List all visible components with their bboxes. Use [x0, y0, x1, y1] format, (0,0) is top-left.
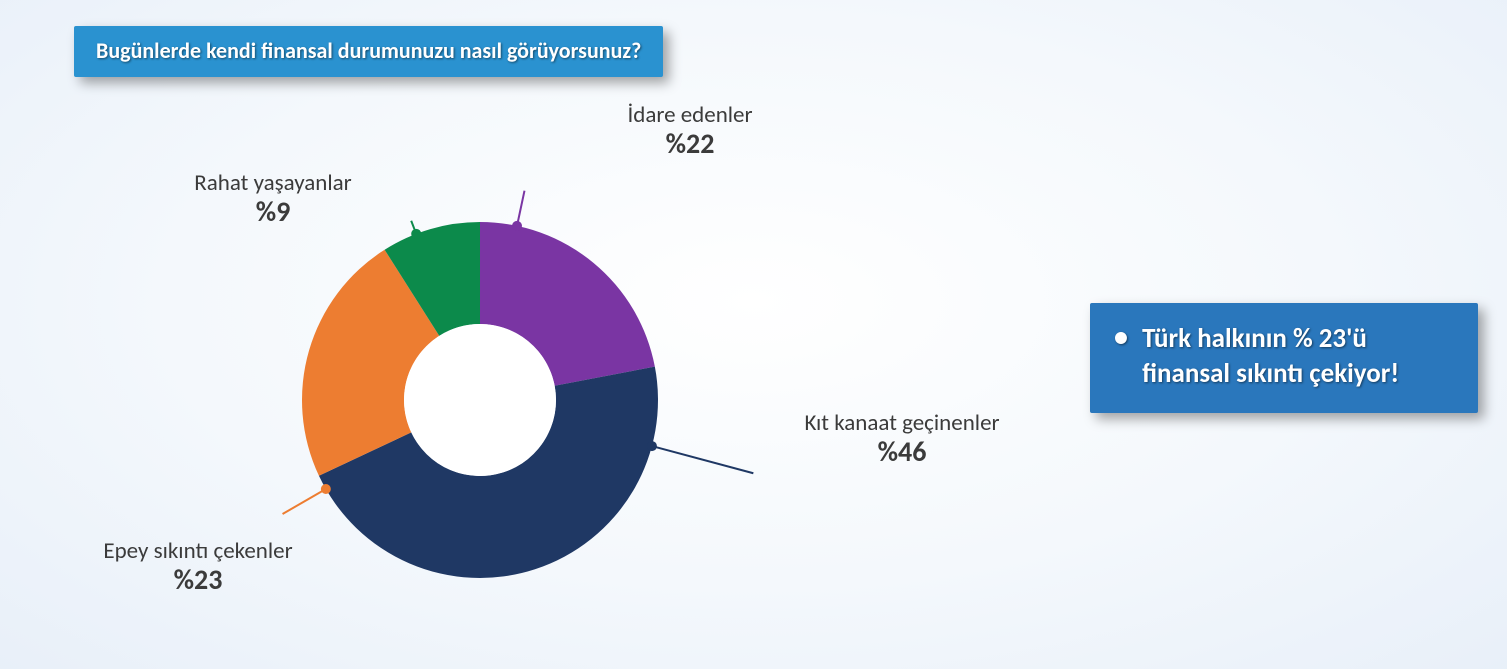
slice-label: Kıt kanaat geçinenler%46 [792, 410, 1012, 469]
slice-label-name: Epey sıkıntı çekenler [98, 538, 298, 564]
leader-dot [411, 229, 421, 239]
slice-label-pct: %46 [792, 436, 1012, 468]
leader-dot [647, 441, 657, 451]
question-title-text: Bugünlerde kendi finansal durumunuzu nas… [96, 37, 641, 64]
donut-hole [404, 324, 556, 476]
leader-dot [512, 221, 522, 231]
leader-line [517, 191, 524, 226]
slice-label: Epey sıkıntı çekenler%23 [98, 538, 298, 597]
slice-label: İdare edenler%22 [590, 102, 790, 161]
slice-label-name: Kıt kanaat geçinenler [792, 410, 1012, 436]
callout-box: • Türk halkının % 23'ü finansal sıkıntı … [1090, 303, 1478, 413]
slice-label-pct: %9 [168, 196, 378, 228]
slice-label-name: İdare edenler [590, 102, 790, 128]
donut-chart: İdare edenler%22Kıt kanaat geçinenler%46… [80, 120, 980, 650]
leader-dot [321, 484, 331, 494]
callout-text: Türk halkının % 23'ü finansal sıkıntı çe… [1142, 321, 1442, 391]
slice-label: Rahat yaşayanlar%9 [168, 170, 378, 229]
slice-label-name: Rahat yaşayanlar [168, 170, 378, 196]
leader-line [652, 446, 753, 473]
slice-label-pct: %22 [590, 128, 790, 160]
question-title: Bugünlerde kendi finansal durumunuzu nas… [74, 26, 663, 77]
slice-label-pct: %23 [98, 564, 298, 596]
bullet-icon: • [1114, 323, 1128, 351]
leader-line [283, 489, 326, 514]
